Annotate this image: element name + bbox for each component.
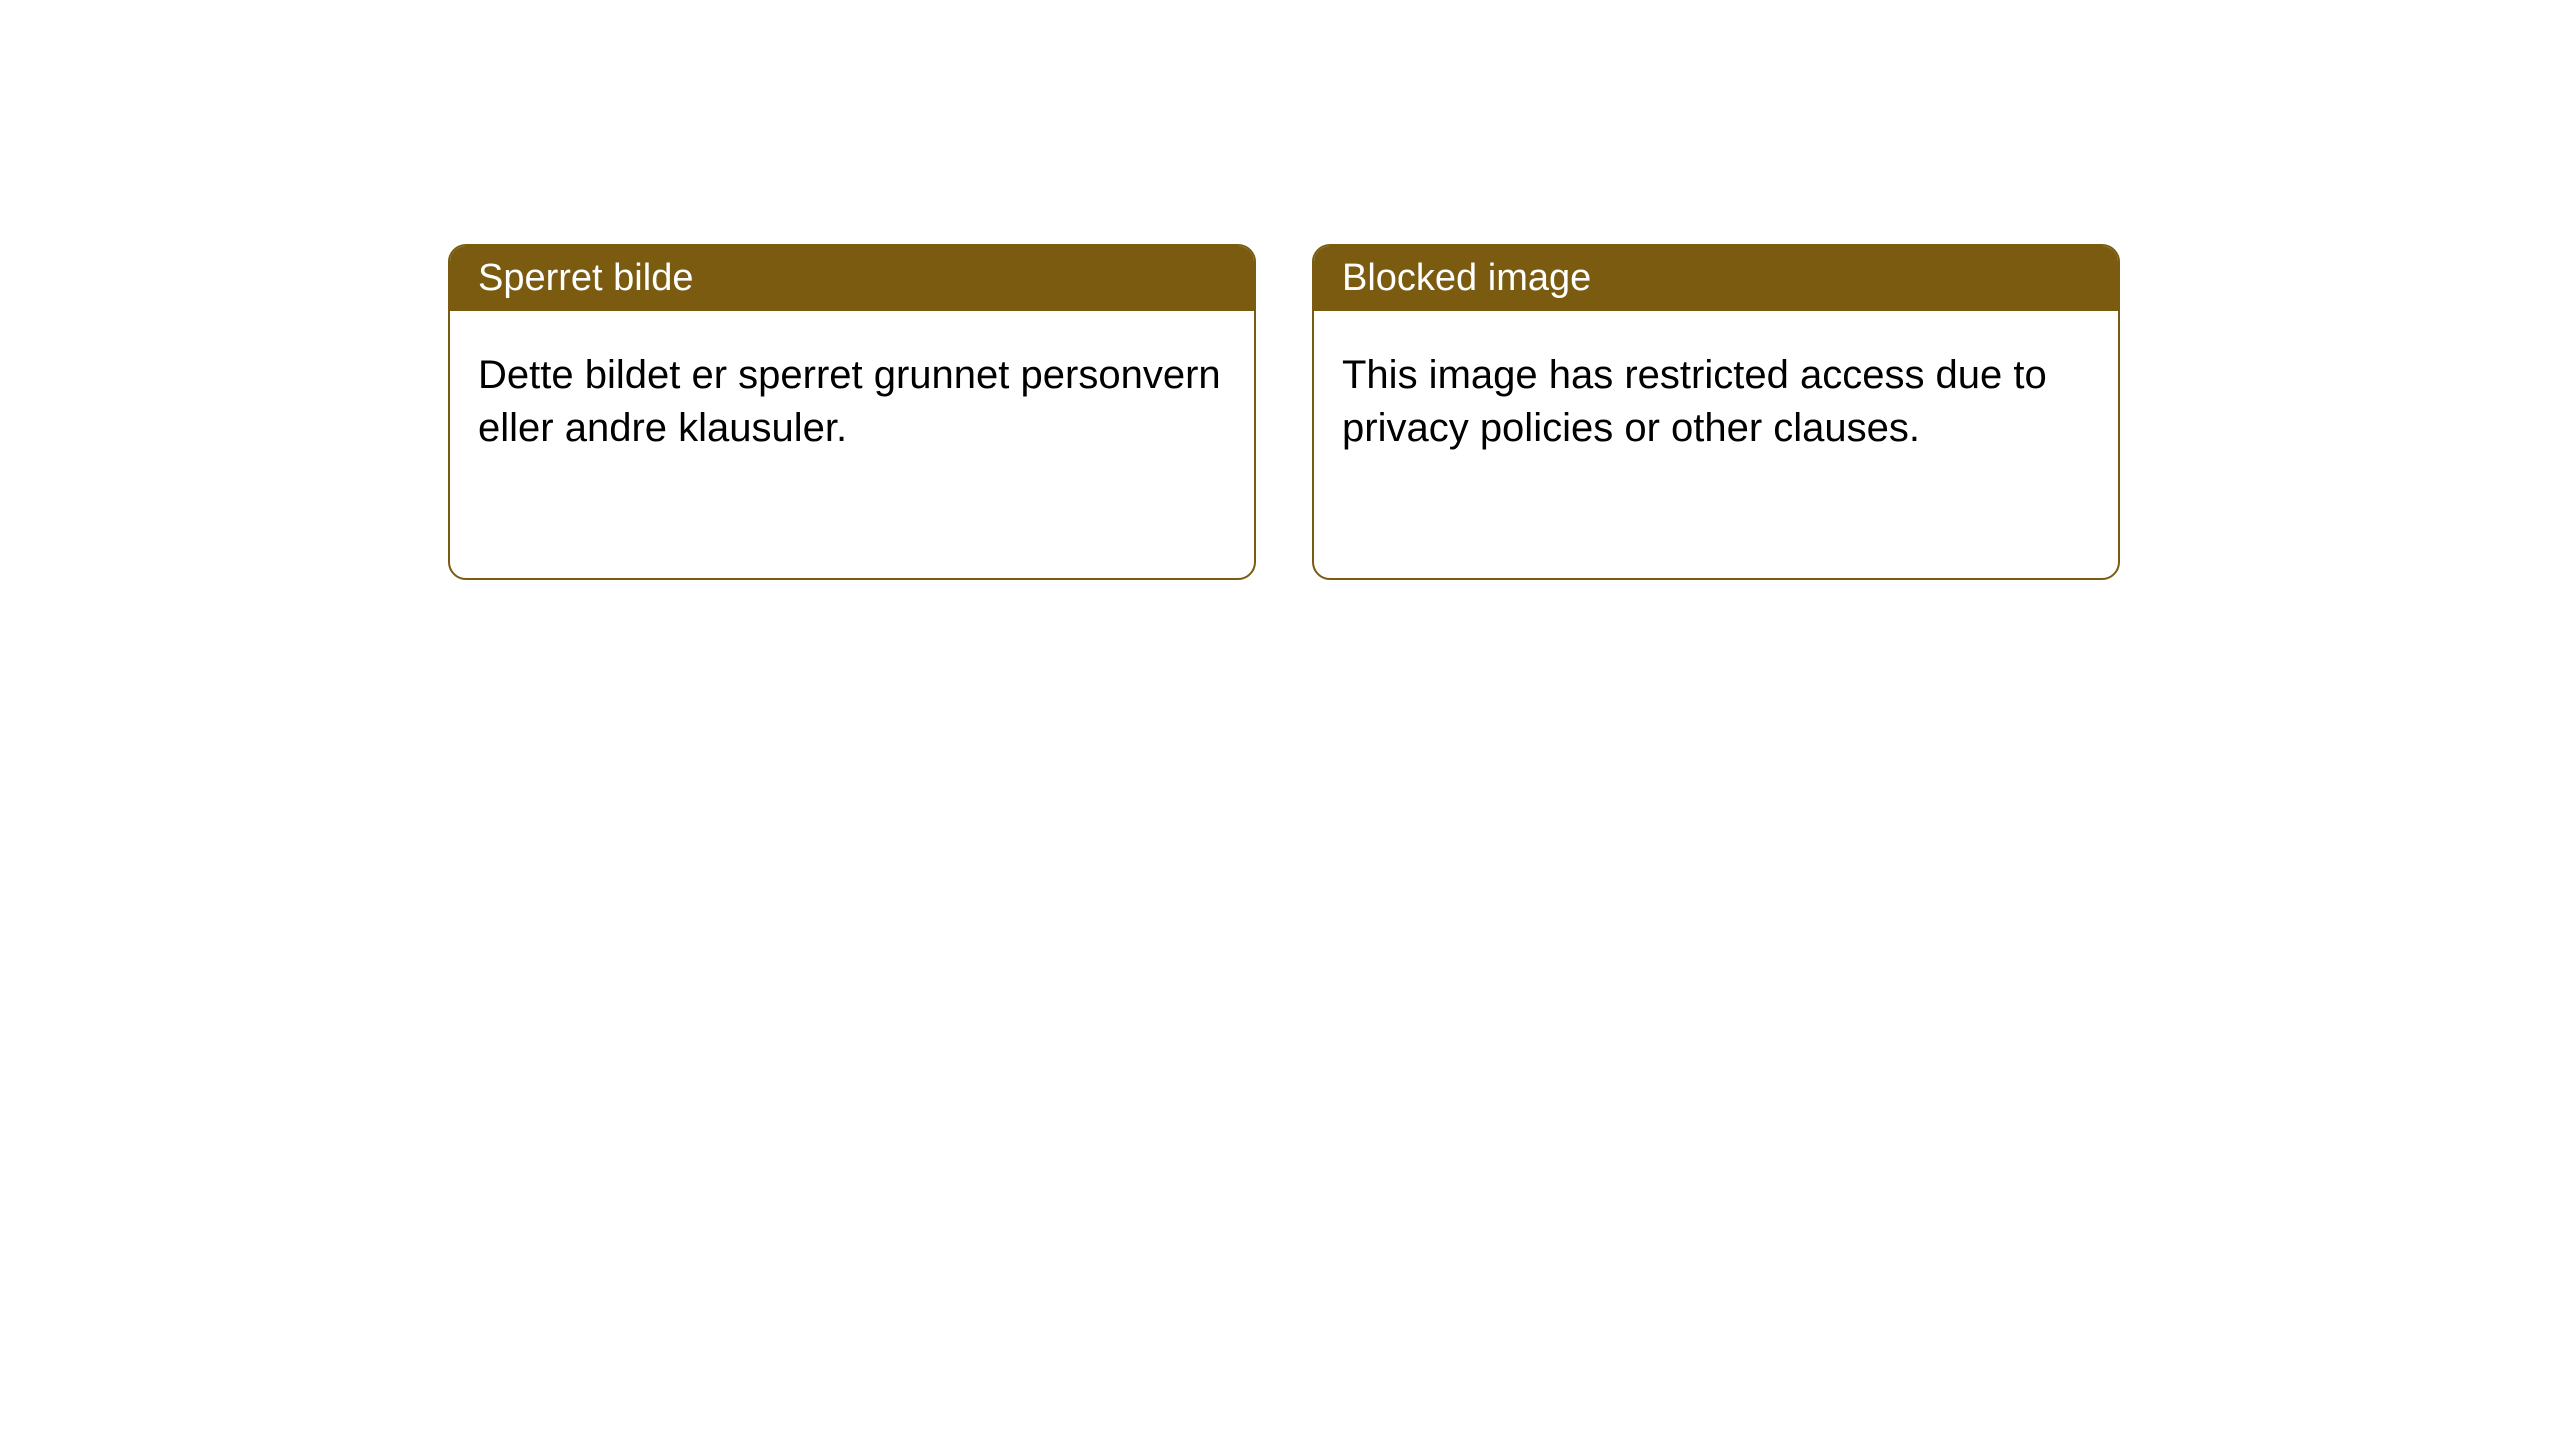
notice-header: Blocked image [1314, 246, 2118, 311]
notice-card-english: Blocked image This image has restricted … [1312, 244, 2120, 580]
notice-body: This image has restricted access due to … [1314, 311, 2118, 483]
notice-header: Sperret bilde [450, 246, 1254, 311]
notice-body: Dette bildet er sperret grunnet personve… [450, 311, 1254, 483]
notice-container: Sperret bilde Dette bildet er sperret gr… [0, 0, 2560, 580]
notice-card-norwegian: Sperret bilde Dette bildet er sperret gr… [448, 244, 1256, 580]
